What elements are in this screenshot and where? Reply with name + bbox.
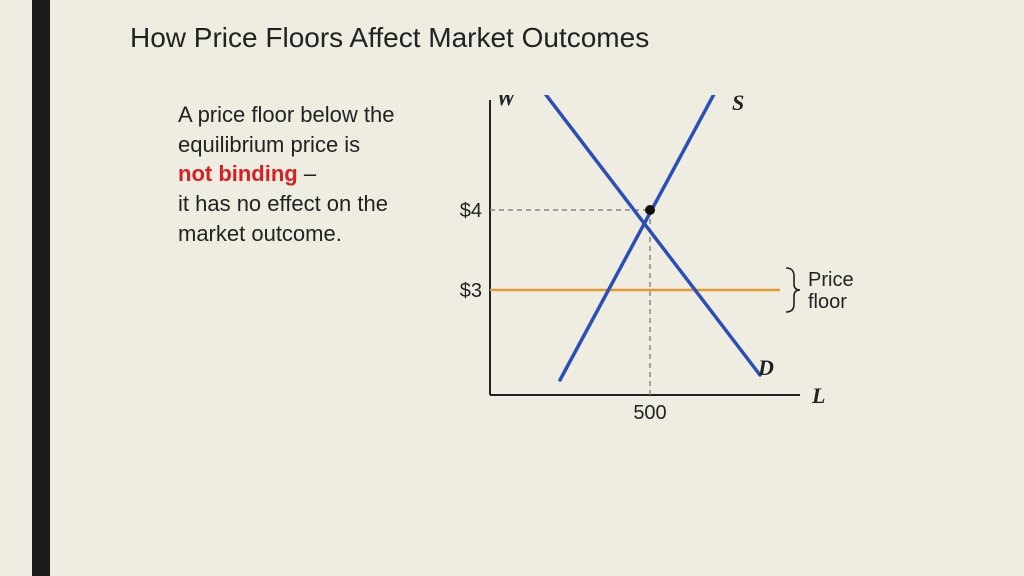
supply-curve — [560, 95, 720, 380]
demand-curve — [540, 95, 760, 375]
slide-body-text: A price floor below the equilibrium pric… — [178, 100, 398, 248]
chart-svg: W L $4 $3 500 S D Pricefloor — [440, 95, 900, 455]
body-line-1: A price floor below the equilibrium pric… — [178, 102, 394, 157]
body-dash: – — [298, 161, 316, 186]
x-axis-label: L — [811, 383, 825, 408]
slide-title: How Price Floors Affect Market Outcomes — [130, 22, 649, 54]
equilibrium-point — [645, 205, 655, 215]
y-axis-label: W — [496, 95, 517, 110]
brace-icon — [786, 268, 800, 312]
price-floor-chart: W L $4 $3 500 S D Pricefloor — [440, 95, 900, 455]
body-line-2: it has no effect on the market outcome. — [178, 191, 388, 246]
price-floor-label-2: floor — [808, 291, 847, 313]
body-emphasis: not binding — [178, 161, 298, 186]
floor-price-label: $3 — [460, 280, 482, 302]
demand-label: D — [757, 355, 774, 380]
price-floor-label-1: Price — [808, 269, 854, 291]
eq-price-label: $4 — [460, 200, 482, 222]
slide-accent-bar — [32, 0, 50, 576]
eq-qty-label: 500 — [633, 402, 666, 424]
supply-label: S — [732, 95, 744, 115]
